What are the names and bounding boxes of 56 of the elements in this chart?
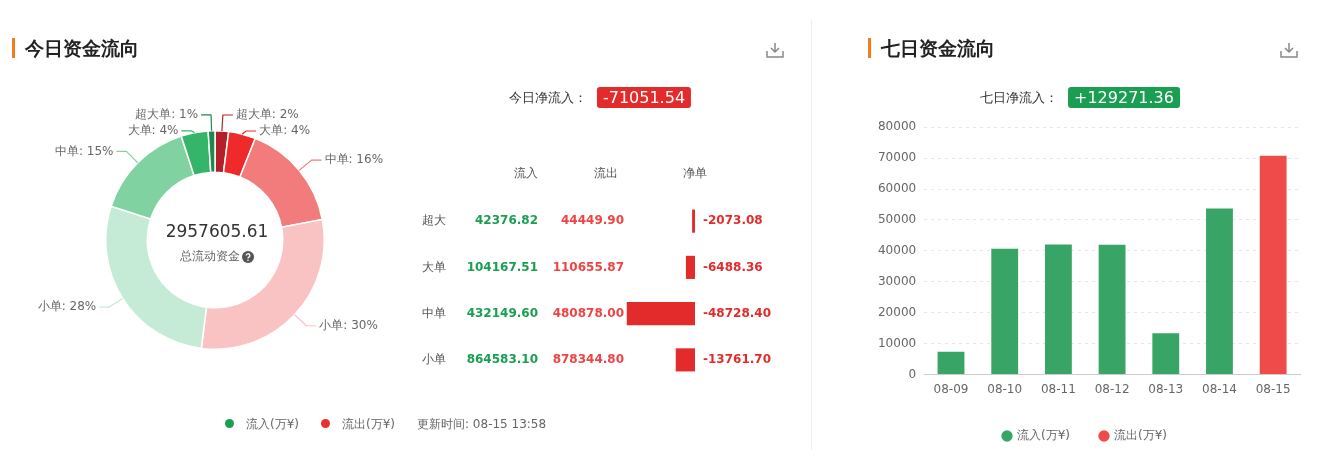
x-tick-label: 08-09 bbox=[933, 381, 969, 396]
y-tick-label: 70000 bbox=[877, 150, 917, 165]
text: 480878.00 bbox=[552, 305, 624, 320]
x-tick-label: 08-14 bbox=[1202, 381, 1237, 396]
slice-label: 超大单: 1% bbox=[135, 106, 199, 121]
y-tick-label: 0 bbox=[908, 366, 917, 381]
y-tick-label: 超大 bbox=[422, 213, 446, 228]
slice-label: 小单: 30% bbox=[319, 317, 378, 332]
text: 总流动资金 bbox=[180, 248, 240, 265]
slice-label: 中单: 16% bbox=[324, 152, 384, 167]
slice-label: 大单: 4% bbox=[259, 123, 311, 138]
y-tick-label: 80000 bbox=[877, 119, 917, 134]
slice-label: 大单: 4% bbox=[127, 122, 179, 137]
slice-label: 超大单: 2% bbox=[235, 107, 299, 122]
text: 流出(万¥) bbox=[342, 417, 395, 431]
text: 864583.10 bbox=[466, 352, 538, 366]
x-tick-label: 08-12 bbox=[1094, 381, 1130, 396]
y-tick-label: 大单 bbox=[422, 259, 446, 274]
x-tick-label: 08-11 bbox=[1040, 381, 1076, 396]
text: 432149.60 bbox=[466, 305, 538, 320]
text: 42376.82 bbox=[474, 213, 538, 228]
text: +129271.36 bbox=[1068, 87, 1180, 108]
y-tick-label: 中单 bbox=[422, 305, 446, 320]
text: 流入 bbox=[514, 166, 538, 181]
y-tick-label: 50000 bbox=[877, 212, 917, 227]
slice-label: 中单: 15% bbox=[54, 143, 114, 158]
x-tick-label: 08-13 bbox=[1148, 381, 1184, 396]
y-tick-label: 20000 bbox=[877, 304, 917, 319]
text: 流入(万¥) bbox=[246, 417, 299, 431]
legend-label: 流入(万¥) bbox=[1017, 428, 1070, 443]
data-label: -6488.36 bbox=[703, 259, 763, 274]
y-tick-label: 小单 bbox=[422, 352, 446, 366]
x-tick-label: 08-15 bbox=[1255, 381, 1291, 396]
data-label: -48728.40 bbox=[703, 305, 771, 320]
chart-title: 今日资金流向 bbox=[25, 36, 139, 61]
y-tick-label: 60000 bbox=[877, 181, 917, 196]
data-label: -13761.70 bbox=[703, 352, 771, 366]
text: 流出 bbox=[594, 166, 618, 181]
y-tick-label: 40000 bbox=[877, 243, 917, 258]
text: 44449.90 bbox=[560, 213, 624, 228]
text: 今日净流入： bbox=[508, 88, 587, 107]
text: 110655.87 bbox=[552, 259, 624, 274]
text: 更新时间: 08-15 13:58 bbox=[417, 416, 547, 433]
legend-label: 流出(万¥) bbox=[1114, 428, 1167, 443]
x-tick-label: 08-10 bbox=[987, 381, 1023, 396]
text: 878344.80 bbox=[552, 352, 624, 366]
chart-title: 七日资金流向 bbox=[881, 36, 995, 61]
y-tick-label: 10000 bbox=[877, 335, 917, 350]
text: 2957605.61 bbox=[164, 221, 270, 241]
data-label: -2073.08 bbox=[703, 213, 763, 228]
text: 七日净流入： bbox=[980, 88, 1059, 107]
text: 净单 bbox=[683, 166, 707, 181]
slice-label: 小单: 28% bbox=[37, 299, 97, 314]
text: 104167.51 bbox=[466, 259, 538, 274]
text: -71051.54 bbox=[596, 87, 692, 108]
y-tick-label: 30000 bbox=[877, 273, 917, 288]
